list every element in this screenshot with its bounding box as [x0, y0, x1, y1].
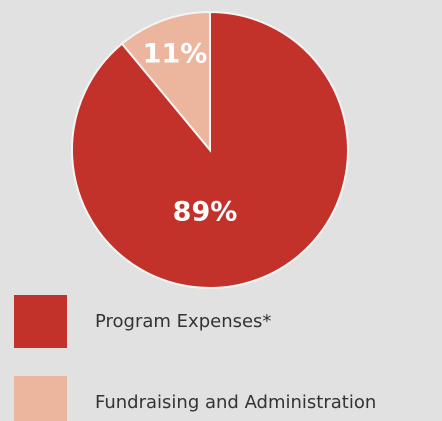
data-label: 89% [173, 197, 238, 228]
legend-label: Fundraising and Administration [95, 392, 376, 413]
data-label: 11% [143, 39, 208, 70]
pie-slice [120, 10, 211, 153]
legend-swatch [14, 376, 67, 421]
legend-swatch [14, 295, 67, 348]
legend-label: Program Expenses* [95, 311, 271, 332]
